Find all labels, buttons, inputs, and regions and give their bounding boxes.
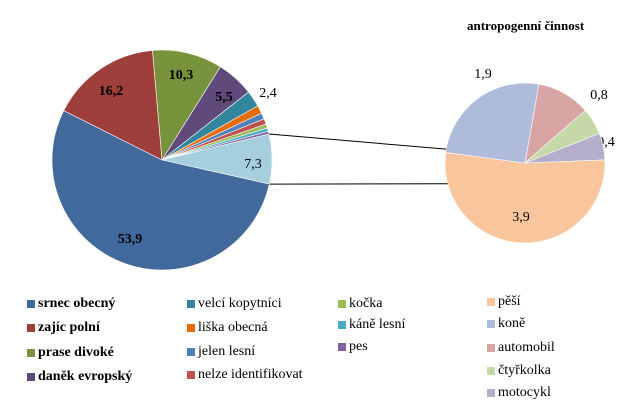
legend-item: koně [487, 316, 525, 332]
legend-swatch [487, 344, 495, 352]
legend-item: káně lesní [338, 317, 405, 333]
legend-swatch [338, 321, 346, 329]
legend-swatch [338, 300, 346, 308]
legend-swatch [187, 324, 195, 332]
legend-swatch [27, 300, 35, 308]
legend-item: velcí kopytníci [187, 296, 282, 312]
legend-swatch [187, 348, 195, 356]
legend-swatch [27, 324, 35, 332]
data-label: 53,9 [118, 232, 143, 247]
legend-label: daněk evropský [38, 369, 133, 384]
legend-item: čtyřkolka [487, 363, 551, 379]
legend-item: nelze identifikovat [187, 367, 303, 383]
pie-slice-prase-divoké [152, 49, 221, 161]
pie-slice-srnec-obecný [51, 110, 270, 271]
legend-label: kočka [349, 296, 383, 311]
legend-item: motocykl [487, 385, 551, 401]
legend-item: jelen lesní [187, 344, 255, 360]
legend-item: liška obecná [187, 320, 268, 336]
legend-label: čtyřkolka [498, 363, 551, 378]
data-label: 5,5 [215, 90, 233, 105]
pie-slice-zajíc-polní [63, 50, 163, 161]
legend-label: pěší [498, 294, 521, 309]
legend-item: pěší [487, 294, 521, 310]
legend-item: prase divoké [27, 345, 114, 361]
legend-swatch [487, 367, 495, 375]
data-label: 16,2 [99, 84, 124, 99]
legend-label: koně [498, 316, 526, 331]
legend-swatch [487, 320, 495, 328]
data-label: 7,3 [244, 157, 262, 172]
data-label: 10,3 [169, 68, 194, 83]
legend-swatch [187, 371, 195, 379]
legend-label: motocykl [498, 385, 551, 400]
data-label: 0,8 [590, 88, 608, 103]
pie-slice-pěší [444, 152, 606, 244]
legend-label: automobil [498, 340, 555, 355]
sub-pie-title: antropogenní činnost [467, 18, 585, 33]
legend-label: velcí kopytníci [198, 296, 282, 311]
legend-swatch [27, 373, 35, 381]
legend-item: pes [338, 339, 368, 355]
legend-item: automobil [487, 340, 555, 356]
legend-item: srnec obecný [27, 296, 115, 312]
data-label: 1,9 [474, 67, 492, 82]
legend-label: prase divoké [38, 345, 114, 360]
legend-label: liška obecná [198, 320, 268, 335]
legend-label: jelen lesní [198, 344, 256, 359]
legend-label: pes [349, 339, 368, 354]
legend-label: zajíc polní [38, 320, 100, 335]
legend-item: zajíc polní [27, 320, 100, 336]
legend-swatch [27, 349, 35, 357]
connector-line-top [268, 133, 447, 150]
legend-swatch [487, 389, 495, 397]
legend-label: srnec obecný [38, 296, 116, 311]
data-label: 3,9 [512, 210, 530, 225]
legend-swatch [487, 298, 495, 306]
legend-item: daněk evropský [27, 369, 132, 385]
legend-swatch [187, 300, 195, 308]
data-label: 2,4 [259, 86, 277, 101]
pie-slice-koně [445, 82, 540, 164]
legend-label: káně lesní [349, 317, 406, 332]
legend-swatch [338, 343, 346, 351]
legend-label: nelze identifikovat [198, 367, 303, 382]
legend-item: kočka [338, 296, 382, 312]
